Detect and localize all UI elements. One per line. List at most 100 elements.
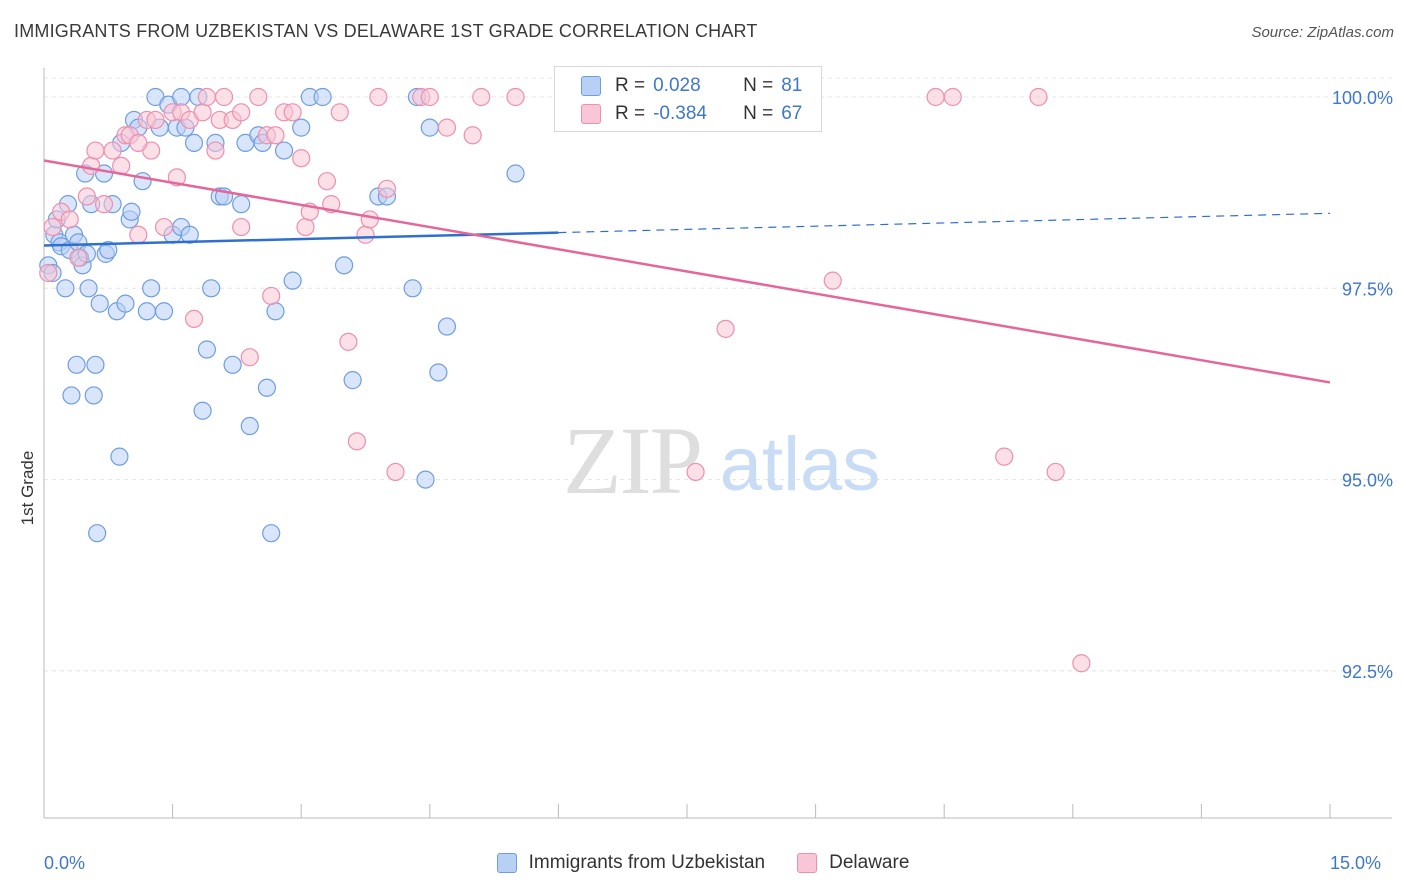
delaware-point bbox=[232, 103, 251, 122]
series-delaware-points bbox=[39, 87, 1091, 673]
uzbekistan-point bbox=[116, 294, 135, 313]
uzbekistan-point bbox=[266, 302, 285, 321]
uzbekistan-point bbox=[240, 416, 259, 436]
legend-label-delaware: Delaware bbox=[829, 852, 910, 873]
y-tick-label: 100.0% bbox=[1332, 88, 1393, 108]
trend-lines bbox=[43, 159, 1331, 384]
delaware-point bbox=[369, 87, 388, 107]
uzbekistan-point bbox=[262, 524, 281, 543]
delaware-point bbox=[283, 103, 302, 122]
legend-item-uzbekistan[interactable]: Immigrants from Uzbekistan bbox=[496, 852, 766, 874]
y-axis-label: 1st Grade bbox=[18, 450, 37, 526]
delaware-point bbox=[317, 172, 337, 191]
delaware-point bbox=[193, 103, 212, 122]
uzbekistan-point bbox=[84, 386, 103, 405]
delaware-point bbox=[386, 462, 405, 482]
delaware-point bbox=[1072, 654, 1091, 673]
delaware-point bbox=[356, 225, 375, 244]
delaware-point bbox=[330, 103, 349, 122]
delaware-point bbox=[995, 447, 1014, 466]
series-legend: Immigrants from Uzbekistan Delaware bbox=[0, 852, 1406, 874]
delaware-point bbox=[184, 309, 204, 329]
y-tick-label: 95.0% bbox=[1342, 471, 1393, 491]
uzbekistan-point bbox=[197, 340, 216, 359]
n-value: 81 bbox=[781, 75, 803, 96]
delaware-point bbox=[39, 263, 58, 283]
delaware-point bbox=[292, 149, 311, 168]
delaware-point bbox=[197, 87, 216, 107]
delaware-point bbox=[339, 332, 358, 351]
uzbekistan-point bbox=[313, 87, 332, 107]
delaware-point bbox=[43, 217, 62, 237]
delaware-point bbox=[823, 271, 842, 290]
legend-swatch-blue bbox=[581, 76, 601, 96]
delaware-point bbox=[77, 187, 96, 206]
y-tick-labels: 92.5% 95.0% 97.5% 100.0% bbox=[1332, 88, 1393, 682]
uzbekistan-point bbox=[420, 118, 439, 137]
r-label: R = bbox=[615, 75, 646, 96]
delaware-point bbox=[506, 87, 525, 107]
stats-legend: R = 0.028 N = 81 R = -0.384 N = 67 bbox=[554, 66, 822, 132]
uzbekistan-point bbox=[184, 133, 204, 153]
delaware-point bbox=[296, 217, 315, 237]
delaware-point bbox=[437, 118, 457, 137]
delaware-point bbox=[1046, 462, 1065, 482]
uzbekistan-point bbox=[56, 279, 75, 298]
delaware-point bbox=[1029, 87, 1048, 107]
r-value: -0.384 bbox=[653, 103, 707, 124]
n-label: N = bbox=[743, 75, 774, 96]
uzbekistan-point bbox=[62, 386, 81, 405]
x-tick-label-max: 15.0% bbox=[1330, 853, 1382, 873]
uzbekistan-point bbox=[99, 240, 118, 260]
delaware-point bbox=[69, 248, 88, 267]
n-label: N = bbox=[743, 103, 774, 124]
legend-item-delaware[interactable]: Delaware bbox=[797, 852, 909, 874]
delaware-point bbox=[146, 110, 165, 130]
uzbekistan-point bbox=[437, 317, 457, 336]
delaware-point bbox=[420, 87, 439, 107]
delaware-point bbox=[60, 210, 79, 229]
uzbekistan-point bbox=[223, 355, 242, 374]
legend-row-uzbekistan: R = 0.028 N = 81 bbox=[581, 74, 802, 98]
legend-swatch-blue bbox=[496, 853, 517, 873]
legend-swatch-pink bbox=[797, 853, 818, 873]
uzbekistan-point bbox=[257, 378, 277, 397]
uzbekistan-point bbox=[403, 279, 422, 298]
delaware-point bbox=[347, 432, 367, 451]
delaware-point bbox=[266, 126, 285, 145]
uzbekistan-point bbox=[416, 470, 435, 489]
delaware-point bbox=[360, 210, 379, 229]
uzbekistan-point bbox=[137, 302, 156, 321]
delaware-point bbox=[232, 217, 251, 237]
legend-label-uzbekistan: Immigrants from Uzbekistan bbox=[528, 852, 766, 873]
axes bbox=[43, 68, 1392, 819]
delaware-point bbox=[94, 195, 114, 214]
uzbekistan-point bbox=[506, 164, 525, 183]
watermark-zip: ZIP bbox=[563, 407, 701, 514]
grid bbox=[44, 77, 1392, 672]
delaware-point bbox=[249, 87, 268, 107]
delaware-trend-line bbox=[43, 159, 1331, 384]
uzbekistan-point bbox=[334, 256, 354, 275]
uzbekistan-point bbox=[193, 401, 212, 420]
legend-row-delaware: R = -0.384 N = 67 bbox=[581, 102, 802, 126]
uzbekistan-trend-extension bbox=[558, 212, 1331, 234]
n-value: 67 bbox=[781, 103, 803, 124]
delaware-point bbox=[262, 286, 281, 306]
uzbekistan-point bbox=[283, 271, 302, 290]
r-label: R = bbox=[615, 103, 646, 124]
uzbekistan-point bbox=[232, 195, 251, 214]
delaware-point bbox=[377, 179, 397, 198]
delaware-point bbox=[206, 141, 225, 160]
y-tick-label: 97.5% bbox=[1342, 279, 1393, 299]
delaware-point bbox=[129, 133, 148, 153]
delaware-point bbox=[686, 462, 705, 482]
uzbekistan-point bbox=[133, 172, 152, 191]
delaware-point bbox=[214, 87, 234, 107]
uzbekistan-point bbox=[90, 294, 109, 313]
delaware-point bbox=[103, 141, 122, 160]
delaware-point bbox=[926, 87, 945, 107]
watermark: ZIP atlas bbox=[563, 407, 880, 514]
uzbekistan-point bbox=[180, 225, 199, 244]
